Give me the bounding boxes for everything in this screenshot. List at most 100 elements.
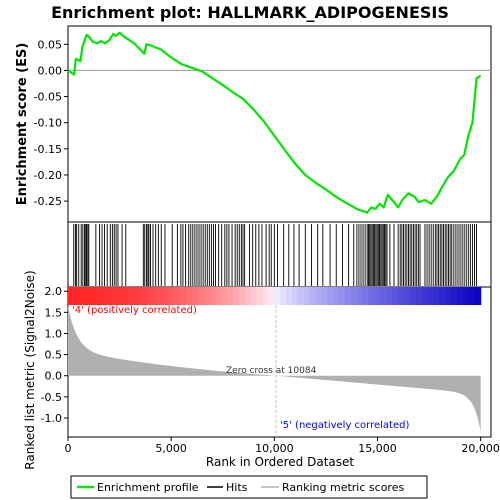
- heat-segment: [433, 287, 441, 305]
- heat-segment: [386, 287, 393, 305]
- positive-correlation-label: '4' (positively correlated): [72, 305, 197, 316]
- x-tick-label: 20,000: [461, 442, 500, 455]
- legend-entry-es: Enrichment profile: [97, 481, 199, 494]
- heat-segment: [115, 287, 122, 305]
- heat-segment: [191, 287, 199, 305]
- heat-segment: [233, 287, 240, 305]
- x-tick-label: 0: [65, 442, 72, 455]
- enrichment-profile: [67, 31, 491, 214]
- x-tick-label: 10,000: [255, 442, 294, 455]
- heat-segment: [333, 287, 340, 305]
- heat-segment: [227, 287, 234, 305]
- hits-ticks: [73, 224, 478, 286]
- heat-segment: [180, 287, 187, 305]
- heat-segment: [392, 287, 399, 305]
- heat-segment: [356, 287, 364, 305]
- heat-segment: [380, 287, 387, 305]
- metric-y-tick-label: -0.5: [41, 391, 62, 404]
- heat-segment: [150, 287, 158, 305]
- ranking-metric-area: [68, 305, 481, 437]
- heat-segment: [274, 287, 281, 305]
- axes: 0.050.00-0.05-0.10-0.15-0.20-0.252.01.51…: [34, 38, 500, 455]
- heat-segment: [168, 287, 175, 305]
- heat-segment: [474, 287, 482, 305]
- heat-segment: [156, 287, 163, 305]
- es-y-tick-label: 0.00: [38, 64, 63, 77]
- heat-segment: [203, 287, 211, 305]
- heat-segment: [221, 287, 228, 305]
- heat-segment: [209, 287, 216, 305]
- legend-box: [70, 475, 428, 499]
- heat-segment: [415, 287, 423, 305]
- heat-segment: [345, 287, 352, 305]
- heat-segment: [185, 287, 193, 305]
- heat-segment: [138, 287, 146, 305]
- heat-segment: [327, 287, 334, 305]
- heat-segment: [197, 287, 205, 305]
- heat-segment: [350, 287, 358, 305]
- hits-panel: [67, 221, 492, 288]
- heat-segment: [445, 287, 452, 305]
- heat-segment: [132, 287, 140, 305]
- heat-segment: [321, 287, 329, 305]
- metric-y-tick-label: 0.0: [45, 370, 63, 383]
- heat-segment: [404, 287, 411, 305]
- es-y-axis-label: Enrichment score (ES): [15, 43, 30, 206]
- heat-segment: [457, 287, 464, 305]
- heat-segment: [427, 287, 435, 305]
- heat-segment: [374, 287, 382, 305]
- heat-segment: [85, 287, 93, 305]
- heat-segment: [215, 287, 222, 305]
- heat-segment: [144, 287, 152, 305]
- heat-segment: [280, 287, 287, 305]
- heat-segment: [250, 287, 258, 305]
- heat-segment: [73, 287, 81, 305]
- metric-y-tick-label: 1.0: [45, 327, 63, 340]
- es-profile-line: [67, 31, 482, 214]
- heat-segment: [262, 287, 270, 305]
- chart-title: Enrichment plot: HALLMARK_ADIPOGENESIS: [51, 3, 449, 22]
- heat-segment: [126, 287, 134, 305]
- legend-entry-hits: Hits: [226, 481, 248, 494]
- es-y-tick-label: -0.15: [34, 143, 62, 156]
- x-tick-label: 15,000: [358, 442, 397, 455]
- legend-entry-metric: Ranking metric scores: [282, 481, 404, 494]
- heat-segment: [421, 287, 429, 305]
- es-y-tick-label: -0.25: [34, 195, 62, 208]
- metric-y-axis-label: Ranked list metric (Signal2Noise): [23, 270, 37, 469]
- heat-segment: [368, 287, 376, 305]
- es-y-tick-label: 0.05: [38, 38, 63, 51]
- metric-area-fill: [68, 306, 481, 432]
- rank-heat-bar: [68, 287, 482, 305]
- heat-segment: [303, 287, 311, 305]
- heat-segment: [339, 287, 346, 305]
- heat-segment: [256, 287, 264, 305]
- x-tick-label: 5,000: [155, 442, 187, 455]
- zero-cross-label: Zero cross at 10084: [226, 366, 317, 376]
- metric-y-tick-label: 1.5: [45, 306, 63, 319]
- negative-correlation-label: '5' (negatively correlated): [280, 420, 409, 431]
- metric-y-tick-label: 0.5: [45, 349, 63, 362]
- heat-segment: [103, 287, 110, 305]
- heat-segment: [97, 287, 104, 305]
- heat-segment: [79, 287, 87, 305]
- heat-segment: [439, 287, 446, 305]
- heat-segment: [238, 287, 246, 305]
- heat-segment: [286, 287, 293, 305]
- heat-segment: [362, 287, 370, 305]
- es-y-tick-label: -0.10: [34, 117, 62, 130]
- heat-segment: [174, 287, 181, 305]
- es-y-tick-label: -0.20: [34, 169, 62, 182]
- heat-segment: [398, 287, 405, 305]
- heat-segment: [309, 287, 317, 305]
- heat-segment: [121, 287, 128, 305]
- heat-segment: [462, 287, 470, 305]
- heat-segment: [315, 287, 323, 305]
- heat-segment: [297, 287, 305, 305]
- metric-y-tick-label: -1.0: [41, 412, 62, 425]
- heat-segment: [451, 287, 458, 305]
- heat-segment: [409, 287, 417, 305]
- heat-segment: [91, 287, 99, 305]
- es-y-tick-label: -0.05: [34, 91, 62, 104]
